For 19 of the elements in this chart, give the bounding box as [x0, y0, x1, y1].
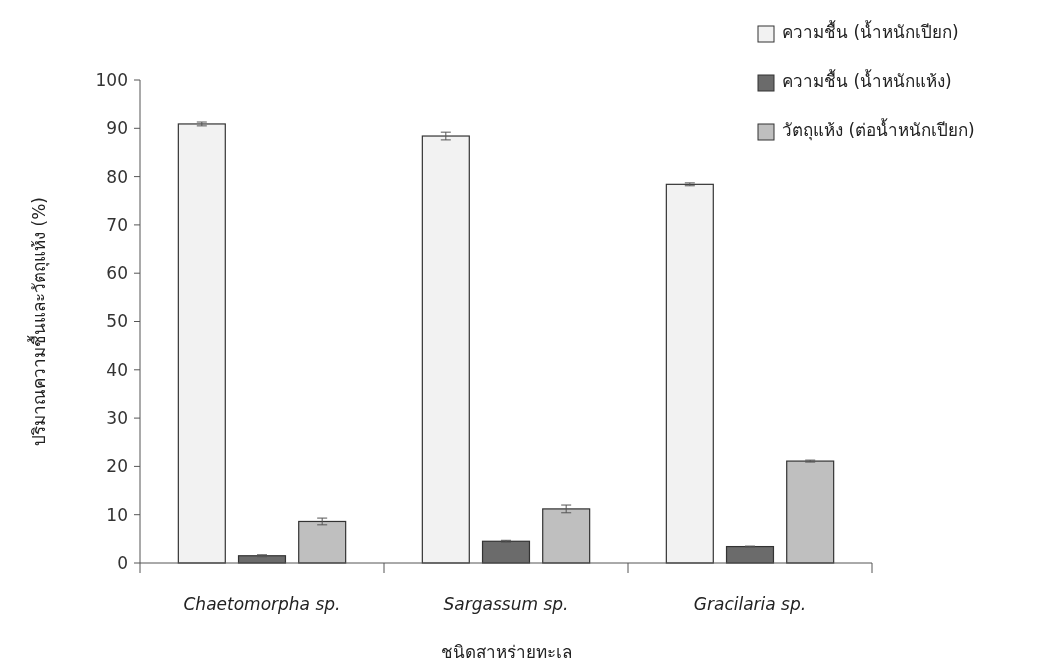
y-tick-label: 40 [106, 359, 128, 380]
x-tick-label: Sargassum sp. [443, 594, 569, 614]
y-tick-label: 80 [106, 166, 128, 187]
y-tick-label: 50 [106, 311, 128, 332]
y-tick-label: 90 [106, 118, 128, 139]
y-tick-label: 10 [106, 504, 128, 525]
y-tick-label: 30 [106, 408, 128, 429]
legend-label: ความชื้น (น้ำหนักแห้ง) [782, 69, 952, 91]
x-tick-label: Gracilaria sp. [693, 594, 807, 614]
y-tick-label: 0 [117, 552, 128, 573]
x-axis-title: ชนิดสาหร่ายทะเล [440, 642, 572, 662]
legend-label: วัตถุแห้ง (ต่อน้ำหนักเปียก) [782, 118, 975, 141]
y-tick-label: 70 [106, 214, 128, 235]
legend-label: ความชื้น (น้ำหนักเปียก) [782, 20, 959, 42]
y-tick-label: 20 [106, 456, 128, 477]
y-tick-label: 100 [95, 69, 128, 90]
y-tick-label: 60 [106, 263, 128, 284]
x-tick-label: Chaetomorpha sp. [183, 594, 341, 614]
y-axis-title: ปริมาณความชื้นและวัตถุแห้ง (%) [27, 197, 50, 446]
